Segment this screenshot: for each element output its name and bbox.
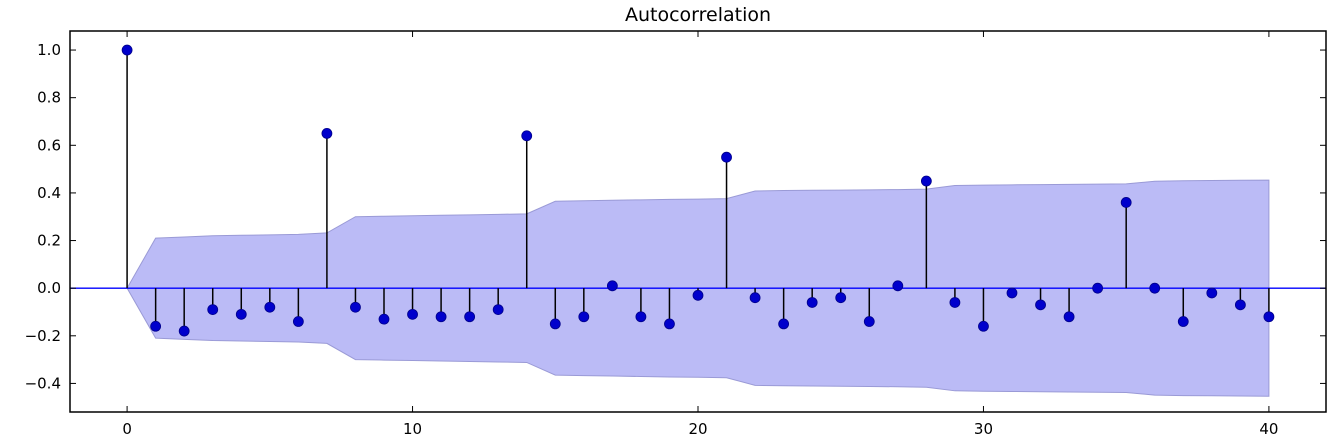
marker-lag-2	[178, 325, 190, 337]
marker-lag-40	[1263, 311, 1275, 323]
marker-lag-13	[492, 304, 504, 316]
y-tick-label: −0.2	[25, 327, 61, 345]
y-tick-label: 0.8	[37, 89, 61, 107]
marker-lag-16	[578, 311, 590, 323]
x-tick-label: 20	[688, 420, 707, 438]
y-tick-label: 0.6	[37, 136, 61, 154]
x-tick-label: 30	[974, 420, 993, 438]
marker-lag-10	[407, 308, 418, 320]
marker-lag-19	[664, 318, 675, 330]
marker-lag-20	[692, 289, 704, 301]
marker-lag-27	[892, 280, 904, 292]
marker-lag-24	[806, 297, 818, 308]
marker-lag-25	[835, 292, 847, 304]
marker-lag-17	[606, 280, 618, 292]
marker-lag-30	[978, 320, 989, 332]
marker-lag-3	[207, 304, 219, 316]
y-tick-label: 0.2	[37, 232, 61, 250]
marker-lag-11	[435, 311, 447, 323]
marker-lag-31	[1006, 287, 1018, 299]
ticks-layer: 0 10 20 30 40 −0.4 −0.2 0.0 0.2 0.4 0.6 0.8 1.0	[25, 31, 1326, 438]
marker-lag-38	[1206, 287, 1218, 299]
x-tick-label: 10	[403, 420, 422, 438]
marker-lag-7	[321, 127, 333, 139]
marker-lag-8	[350, 301, 361, 313]
marker-lag-15	[549, 318, 561, 330]
marker-lag-23	[778, 318, 790, 330]
marker-lag-6	[292, 316, 304, 327]
x-tick-label: 40	[1259, 420, 1278, 438]
marker-lag-39	[1234, 299, 1246, 311]
marker-lag-12	[464, 311, 476, 323]
marker-lag-29	[949, 297, 961, 308]
marker-lag-36	[1149, 282, 1161, 294]
y-tick-label: 0.0	[37, 279, 61, 297]
marker-lag-5	[264, 301, 276, 313]
marker-lag-9	[378, 313, 390, 325]
marker-lag-22	[749, 292, 761, 304]
y-tick-label: 0.4	[37, 184, 61, 202]
marker-lag-34	[1092, 282, 1104, 294]
marker-lag-32	[1035, 299, 1046, 311]
marker-lag-26	[863, 316, 875, 327]
marker-lag-4	[235, 308, 247, 320]
marker-lag-28	[920, 175, 932, 187]
marker-lag-33	[1063, 311, 1075, 323]
marker-lag-14	[521, 130, 533, 142]
markers-layer	[121, 44, 1275, 337]
marker-lag-37	[1177, 316, 1189, 327]
marker-lag-35	[1120, 197, 1132, 208]
marker-lag-21	[721, 151, 732, 163]
marker-lag-18	[635, 311, 647, 323]
y-tick-label: 1.0	[37, 41, 61, 59]
x-tick-label: 0	[122, 420, 132, 438]
marker-lag-1	[150, 320, 162, 332]
y-tick-label: −0.4	[25, 374, 61, 392]
chart-title: Autocorrelation	[625, 4, 771, 26]
marker-lag-0	[121, 44, 133, 56]
